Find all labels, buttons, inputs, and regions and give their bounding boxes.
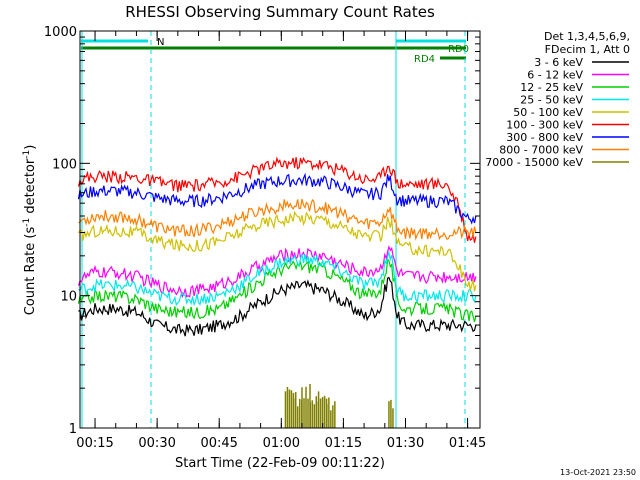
flag-label-rd0: RD0 <box>448 44 469 55</box>
x-tick-label-00:45: 00:45 <box>200 436 237 451</box>
timestamp: 13-Oct-2021 23:50 <box>560 468 636 477</box>
series-6-line <box>77 156 477 243</box>
x-axis-label: Start Time (22-Feb-09 00:11:22) <box>175 456 385 471</box>
legend-label-8: 800 - 7000 keV <box>499 144 583 157</box>
y-tick-label-1: 1 <box>69 422 77 437</box>
legend-label-6: 100 - 300 keV <box>506 119 583 132</box>
y-axis-label-part1: Count Rate (s <box>23 227 38 316</box>
y-tick-label-100: 100 <box>52 157 77 172</box>
legend-label-4: 25 - 50 keV <box>520 94 583 107</box>
legend-label-7: 300 - 800 keV <box>506 131 583 144</box>
chart-title: RHESSI Observing Summary Count Rates <box>125 3 435 21</box>
legend-header-line2: FDecim 1, Att 0 <box>545 43 630 56</box>
flag-label-n: N <box>157 37 164 48</box>
legend-label-5: 50 - 100 keV <box>513 106 583 119</box>
legend-label-1: 3 - 6 keV <box>534 56 583 69</box>
legend-label-2: 6 - 12 keV <box>527 69 583 82</box>
plot-frame <box>79 30 481 429</box>
axes-ticks: 1 10 100 1000 00:15 00:30 00:45 01:00 01:15 01:30… <box>44 25 486 451</box>
series-8-line <box>78 198 477 241</box>
plot-area: N RD0 RD4 <box>77 31 477 428</box>
x-tick-label-01:00: 01:00 <box>263 436 300 451</box>
legend-header-line1: Det 1,3,4,5,6,9, <box>544 30 630 43</box>
x-tick-label-00:30: 00:30 <box>138 436 175 451</box>
y-axis-label-sup2: -1 <box>22 150 32 159</box>
y-axis-label-sup1: -1 <box>22 218 32 227</box>
y-tick-label-1000: 1000 <box>44 25 77 40</box>
legend-label-9: 7000 - 15000 keV <box>485 156 583 169</box>
x-tick-label-01:15: 01:15 <box>325 436 362 451</box>
x-tick-label-01:30: 01:30 <box>387 436 424 451</box>
y-axis-label-part3: ) <box>23 145 38 150</box>
y-axis-label: Count Rate (s-1 detector-1) <box>22 145 38 316</box>
y-tick-label-10: 10 <box>60 290 77 305</box>
x-tick-label-00:15: 00:15 <box>76 436 113 451</box>
legend-label-3: 12 - 25 keV <box>520 81 583 94</box>
series-2-line <box>77 244 477 299</box>
series-7-line <box>77 172 477 225</box>
series-9-spikes <box>284 383 394 428</box>
legend: Det 1,3,4,5,6,9, FDecim 1, Att 0 3 - 6 k… <box>485 30 630 169</box>
x-tick-label-01:45: 01:45 <box>449 436 486 451</box>
series-5-line <box>77 210 477 292</box>
y-axis-label-part2: detector <box>23 158 38 218</box>
flag-label-rd4: RD4 <box>414 54 435 65</box>
series-1-line <box>78 276 477 337</box>
series-4-line <box>78 250 477 307</box>
